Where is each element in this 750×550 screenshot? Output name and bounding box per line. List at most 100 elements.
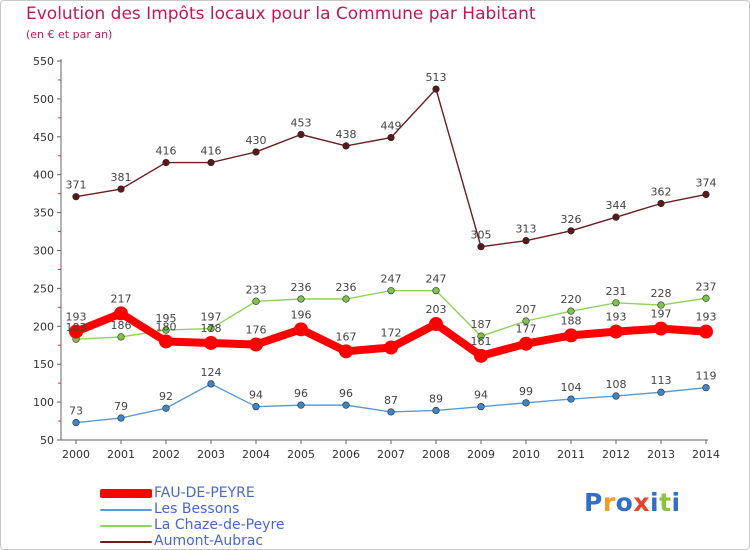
data-label: 220 <box>561 293 582 306</box>
data-point <box>567 307 575 315</box>
x-tick-label: 2014 <box>692 448 720 461</box>
data-point <box>249 337 263 352</box>
y-tick-label: 50 <box>40 434 54 447</box>
y-tick-label: 350 <box>33 207 54 220</box>
data-point <box>477 332 485 340</box>
x-tick-label: 2009 <box>467 448 495 461</box>
data-label: 79 <box>114 400 128 413</box>
x-tick-label: 2007 <box>377 448 405 461</box>
data-point <box>609 324 623 339</box>
x-tick-label: 2004 <box>242 448 270 461</box>
data-label: 119 <box>696 370 717 383</box>
data-label: 313 <box>516 223 537 236</box>
data-label: 124 <box>201 366 222 379</box>
data-point <box>117 333 125 341</box>
data-point <box>252 297 260 305</box>
data-point <box>207 324 215 333</box>
data-label: 96 <box>339 387 353 400</box>
data-label: 193 <box>606 311 627 324</box>
data-point <box>432 85 440 93</box>
data-point <box>342 142 350 150</box>
data-label: 449 <box>381 120 402 133</box>
x-tick-label: 2013 <box>647 448 675 461</box>
data-point <box>117 185 125 193</box>
data-point <box>657 199 665 208</box>
x-tick-label: 2010 <box>512 448 540 461</box>
data-label: 416 <box>201 145 222 158</box>
data-label: 326 <box>561 213 582 226</box>
data-point <box>162 158 170 167</box>
data-point <box>72 193 80 201</box>
data-label: 176 <box>246 323 267 336</box>
data-label: 177 <box>516 323 537 336</box>
data-point <box>477 243 485 251</box>
data-label: 73 <box>69 405 83 418</box>
data-label: 217 <box>111 292 132 305</box>
data-point <box>339 344 353 359</box>
y-tick-label: 250 <box>33 282 54 295</box>
data-label: 196 <box>291 308 312 321</box>
data-point <box>159 334 173 349</box>
data-point <box>654 321 668 336</box>
legend-label: La Chaze-de-Peyre <box>154 517 285 533</box>
data-label: 237 <box>696 280 717 293</box>
data-label: 94 <box>249 389 263 402</box>
y-tick-label: 400 <box>33 169 54 182</box>
logo-letter: o <box>615 488 634 517</box>
logo-letter: x <box>633 488 650 517</box>
legend-swatch <box>100 489 152 498</box>
data-label: 236 <box>291 281 312 294</box>
data-point <box>699 324 713 339</box>
data-point <box>522 317 530 325</box>
data-label: 233 <box>246 283 267 296</box>
data-label: 180 <box>156 320 177 333</box>
data-label: 178 <box>201 322 222 335</box>
data-point <box>522 399 530 407</box>
y-tick-label: 100 <box>33 396 54 409</box>
data-point <box>567 227 575 235</box>
data-point <box>297 130 305 139</box>
x-tick-label: 2002 <box>152 448 180 461</box>
data-label: 362 <box>651 186 672 199</box>
data-point <box>474 348 488 363</box>
x-tick-label: 2006 <box>332 448 360 461</box>
x-tick-label: 2001 <box>107 448 135 461</box>
data-point <box>477 403 485 411</box>
data-point <box>657 301 665 309</box>
data-label: 113 <box>651 374 672 387</box>
y-tick-label: 300 <box>33 245 54 258</box>
data-point <box>387 287 395 295</box>
data-label: 228 <box>651 287 672 300</box>
data-point <box>702 294 710 302</box>
data-label: 453 <box>291 117 312 130</box>
proxiti-logo: Proxiti <box>584 488 681 517</box>
y-tick-label: 150 <box>33 358 54 371</box>
data-point <box>294 322 308 337</box>
data-label: 172 <box>381 327 402 340</box>
data-label: 187 <box>471 318 492 331</box>
data-label: 99 <box>519 385 533 398</box>
data-point <box>522 237 530 245</box>
x-tick-label: 2005 <box>287 448 315 461</box>
data-point <box>204 335 218 350</box>
data-point <box>207 158 215 167</box>
data-point <box>342 401 350 409</box>
x-tick-label: 2008 <box>422 448 450 461</box>
y-tick-label: 450 <box>33 131 54 144</box>
data-point <box>162 404 170 412</box>
data-label: 430 <box>246 134 267 147</box>
logo-letter: t <box>659 488 672 517</box>
data-label: 193 <box>696 311 717 324</box>
chart-subtitle: (en € et par an) <box>26 28 113 41</box>
legend-swatch <box>100 509 152 511</box>
data-label: 438 <box>336 128 357 141</box>
data-label: 183 <box>66 321 87 334</box>
y-tick-label: 550 <box>33 55 54 68</box>
legend-label: Les Bessons <box>154 501 240 517</box>
data-point <box>207 380 215 388</box>
data-label: 197 <box>651 308 672 321</box>
data-label: 186 <box>111 319 132 332</box>
data-label: 207 <box>516 303 537 316</box>
data-label: 87 <box>384 394 398 407</box>
data-point <box>702 190 710 199</box>
